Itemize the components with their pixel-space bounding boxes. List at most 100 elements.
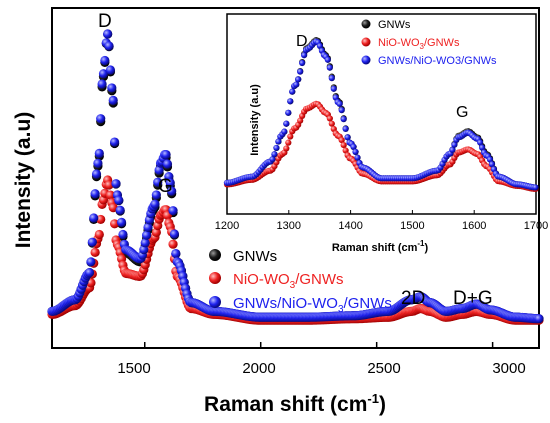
legend-label-gnws: GNWs: [233, 248, 277, 265]
peak-label-d-plus-g: D+G: [453, 288, 493, 309]
data-point-gnws-nio-wo3-gnws: [168, 206, 178, 216]
inset-legend-marker-gnws-nio-wo3-gnws: [361, 55, 371, 65]
data-point-gnws-nio-wo3-gnws: [330, 85, 337, 92]
data-point-gnws-nio-wo3-gnws: [169, 229, 180, 239]
data-point-gnws-nio-wo3-gnws: [151, 190, 161, 200]
data-point-gnws-nio-wo3-gnws: [350, 143, 357, 150]
data-point-gnws-nio-wo3-gnws: [143, 222, 153, 232]
data-point-gnws-nio-wo3-gnws: [324, 56, 331, 63]
data-point-nio-wo3: [283, 145, 290, 152]
data-point-gnws-nio-wo3-gnws: [150, 199, 160, 209]
data-point-gnws-nio-wo3-gnws: [91, 169, 102, 179]
data-point-gnws-nio-wo3-gnws: [271, 151, 278, 158]
inset-legend: GNWs NiO-WO3/GNWs GNWs/NiO-WO3/GNWs: [361, 19, 497, 67]
data-point-gnws-nio-wo3-gnws: [342, 125, 349, 133]
data-point-gnws-nio-wo3-gnws: [93, 158, 103, 168]
inset-x-axis-title: Raman shift (cm-1): [332, 239, 429, 254]
data-point-gnws-nio-wo3-gnws: [142, 230, 152, 240]
data-point-gnws-nio-wo3-gnws: [114, 195, 124, 205]
inset-legend-marker-gnws: [361, 19, 371, 29]
peak-label-g: G: [158, 176, 173, 197]
data-point-gnws-nio-wo3-gnws: [86, 257, 96, 267]
main-y-axis-title: Intensity (a.u): [12, 112, 35, 249]
peak-label-2d: 2D: [401, 288, 425, 309]
data-point-gnws-nio-wo3-gnws: [285, 109, 292, 116]
data-point-gnws-nio-wo3-gnws: [297, 68, 304, 75]
data-point-gnws-nio-wo3-gnws: [451, 141, 458, 148]
data-point-gnws-nio-wo3-gnws: [98, 69, 109, 79]
inset-tick-label: 1700: [524, 220, 548, 232]
inset-tick-label: 1300: [277, 220, 301, 232]
data-point-gnws-nio-wo3-gnws: [283, 120, 290, 127]
data-point-gnws-nio-wo3-gnws: [115, 205, 125, 215]
data-point-gnws-nio-wo3-gnws: [162, 159, 173, 169]
data-point-gnws-nio-wo3-gnws: [118, 229, 128, 240]
data-point-nio-wo3: [285, 139, 292, 146]
data-point-gnws-nio-wo3-gnws: [161, 149, 171, 160]
main-tick-label: 2500: [367, 360, 400, 377]
data-point-nio-wo3: [297, 117, 304, 124]
data-point-gnws-nio-wo3-gnws: [269, 156, 276, 163]
inset-data-layer: [223, 37, 539, 193]
data-point-gnws-nio-wo3-gnws: [105, 65, 116, 75]
inset-tick-label: 1200: [215, 220, 239, 232]
inset-x-ticks: [226, 210, 537, 214]
data-point-gnws-nio-wo3-gnws: [154, 165, 164, 175]
data-point-gnws-nio-wo3-gnws: [299, 59, 306, 67]
series-gnws-nio-wo3-gnws: [47, 29, 544, 324]
data-point-gnws-nio-wo3-gnws: [281, 128, 288, 135]
data-point-gnws-nio-wo3-gnws: [84, 268, 95, 278]
inset-tick-label: 1500: [400, 220, 424, 232]
series-gnws-nio-wo3-gnws: [223, 38, 539, 191]
data-point-nio-wo3: [340, 142, 347, 149]
data-point-nio-wo3: [338, 137, 345, 144]
inset-tick-label: 1600: [462, 220, 486, 232]
data-point-gnws-nio-wo3-gnws: [352, 148, 359, 156]
legend-label-gnws-nio-wo3-gnws: GNWs/NiO-WO3/GNWs: [233, 295, 392, 315]
inset-tick-label: 1400: [338, 220, 362, 232]
series-nio-wo3: [223, 100, 539, 193]
legend-marker-gnws: [209, 249, 221, 261]
main-plot-frame: [51, 7, 540, 349]
data-point-gnws-nio-wo3-gnws: [287, 98, 294, 105]
inset-y-axis-title: Intensity (a.u): [249, 84, 261, 156]
data-point-gnws-nio-wo3-gnws: [108, 95, 118, 106]
inset-legend-label-gnws-nio-wo3-gnws: GNWs/NiO-WO3/GNWs: [378, 55, 497, 67]
data-point-nio-wo3: [287, 133, 294, 140]
main-tick-label: 3000: [492, 360, 525, 377]
inset-legend-label-gnws: GNWs: [378, 19, 411, 31]
data-point-gnws-nio-wo3-gnws: [116, 217, 127, 227]
data-point-gnws-nio-wo3-gnws: [295, 76, 302, 83]
data-point-nio-wo3: [90, 247, 100, 257]
legend-marker-gnws-nio-wo3-gnws: [209, 296, 221, 308]
main-tick-label: 2000: [242, 360, 275, 377]
data-point-gnws-nio-wo3-gnws: [534, 314, 544, 324]
data-point-gnws-nio-wo3-gnws: [326, 64, 333, 71]
data-point-nio-wo3: [110, 219, 120, 229]
data-point-gnws-nio-wo3-gnws: [97, 79, 107, 89]
data-point-gnws-nio-wo3-gnws: [103, 29, 113, 39]
data-point-gnws-nio-wo3-gnws: [94, 148, 104, 158]
main-data-layer: [47, 29, 544, 325]
data-point-gnws-nio-wo3-gnws: [165, 178, 175, 188]
data-point-nio-wo3: [342, 147, 349, 154]
data-point-gnws-nio-wo3-gnws: [532, 184, 539, 191]
data-point-nio-wo3: [104, 180, 114, 190]
data-point-gnws-nio-wo3-gnws: [90, 189, 100, 199]
main-legend: GNWs NiO-WO3/GNWs GNWs/NiO-WO3/GNWs: [209, 248, 392, 315]
inset-legend-label-nio-wo3: NiO-WO3/GNWs: [378, 37, 460, 51]
data-point-gnws-nio-wo3-gnws: [111, 179, 121, 189]
data-point-gnws-nio-wo3-gnws: [153, 177, 163, 187]
data-point-gnws-nio-wo3-gnws: [171, 248, 181, 259]
data-point-gnws-nio-wo3-gnws: [110, 137, 120, 147]
data-point-gnws-nio-wo3-gnws: [275, 138, 282, 145]
data-point-gnws-nio-wo3-gnws: [449, 146, 456, 154]
data-point-gnws-nio-wo3-gnws: [316, 42, 324, 50]
data-point-gnws-nio-wo3-gnws: [96, 114, 106, 124]
data-point-gnws-nio-wo3-gnws: [167, 186, 177, 196]
peak-label-d: D: [98, 11, 112, 32]
main-x-ticks: [144, 342, 494, 348]
data-point-gnws-nio-wo3-gnws: [100, 55, 110, 66]
data-point-gnws-nio-wo3-gnws: [479, 144, 486, 151]
